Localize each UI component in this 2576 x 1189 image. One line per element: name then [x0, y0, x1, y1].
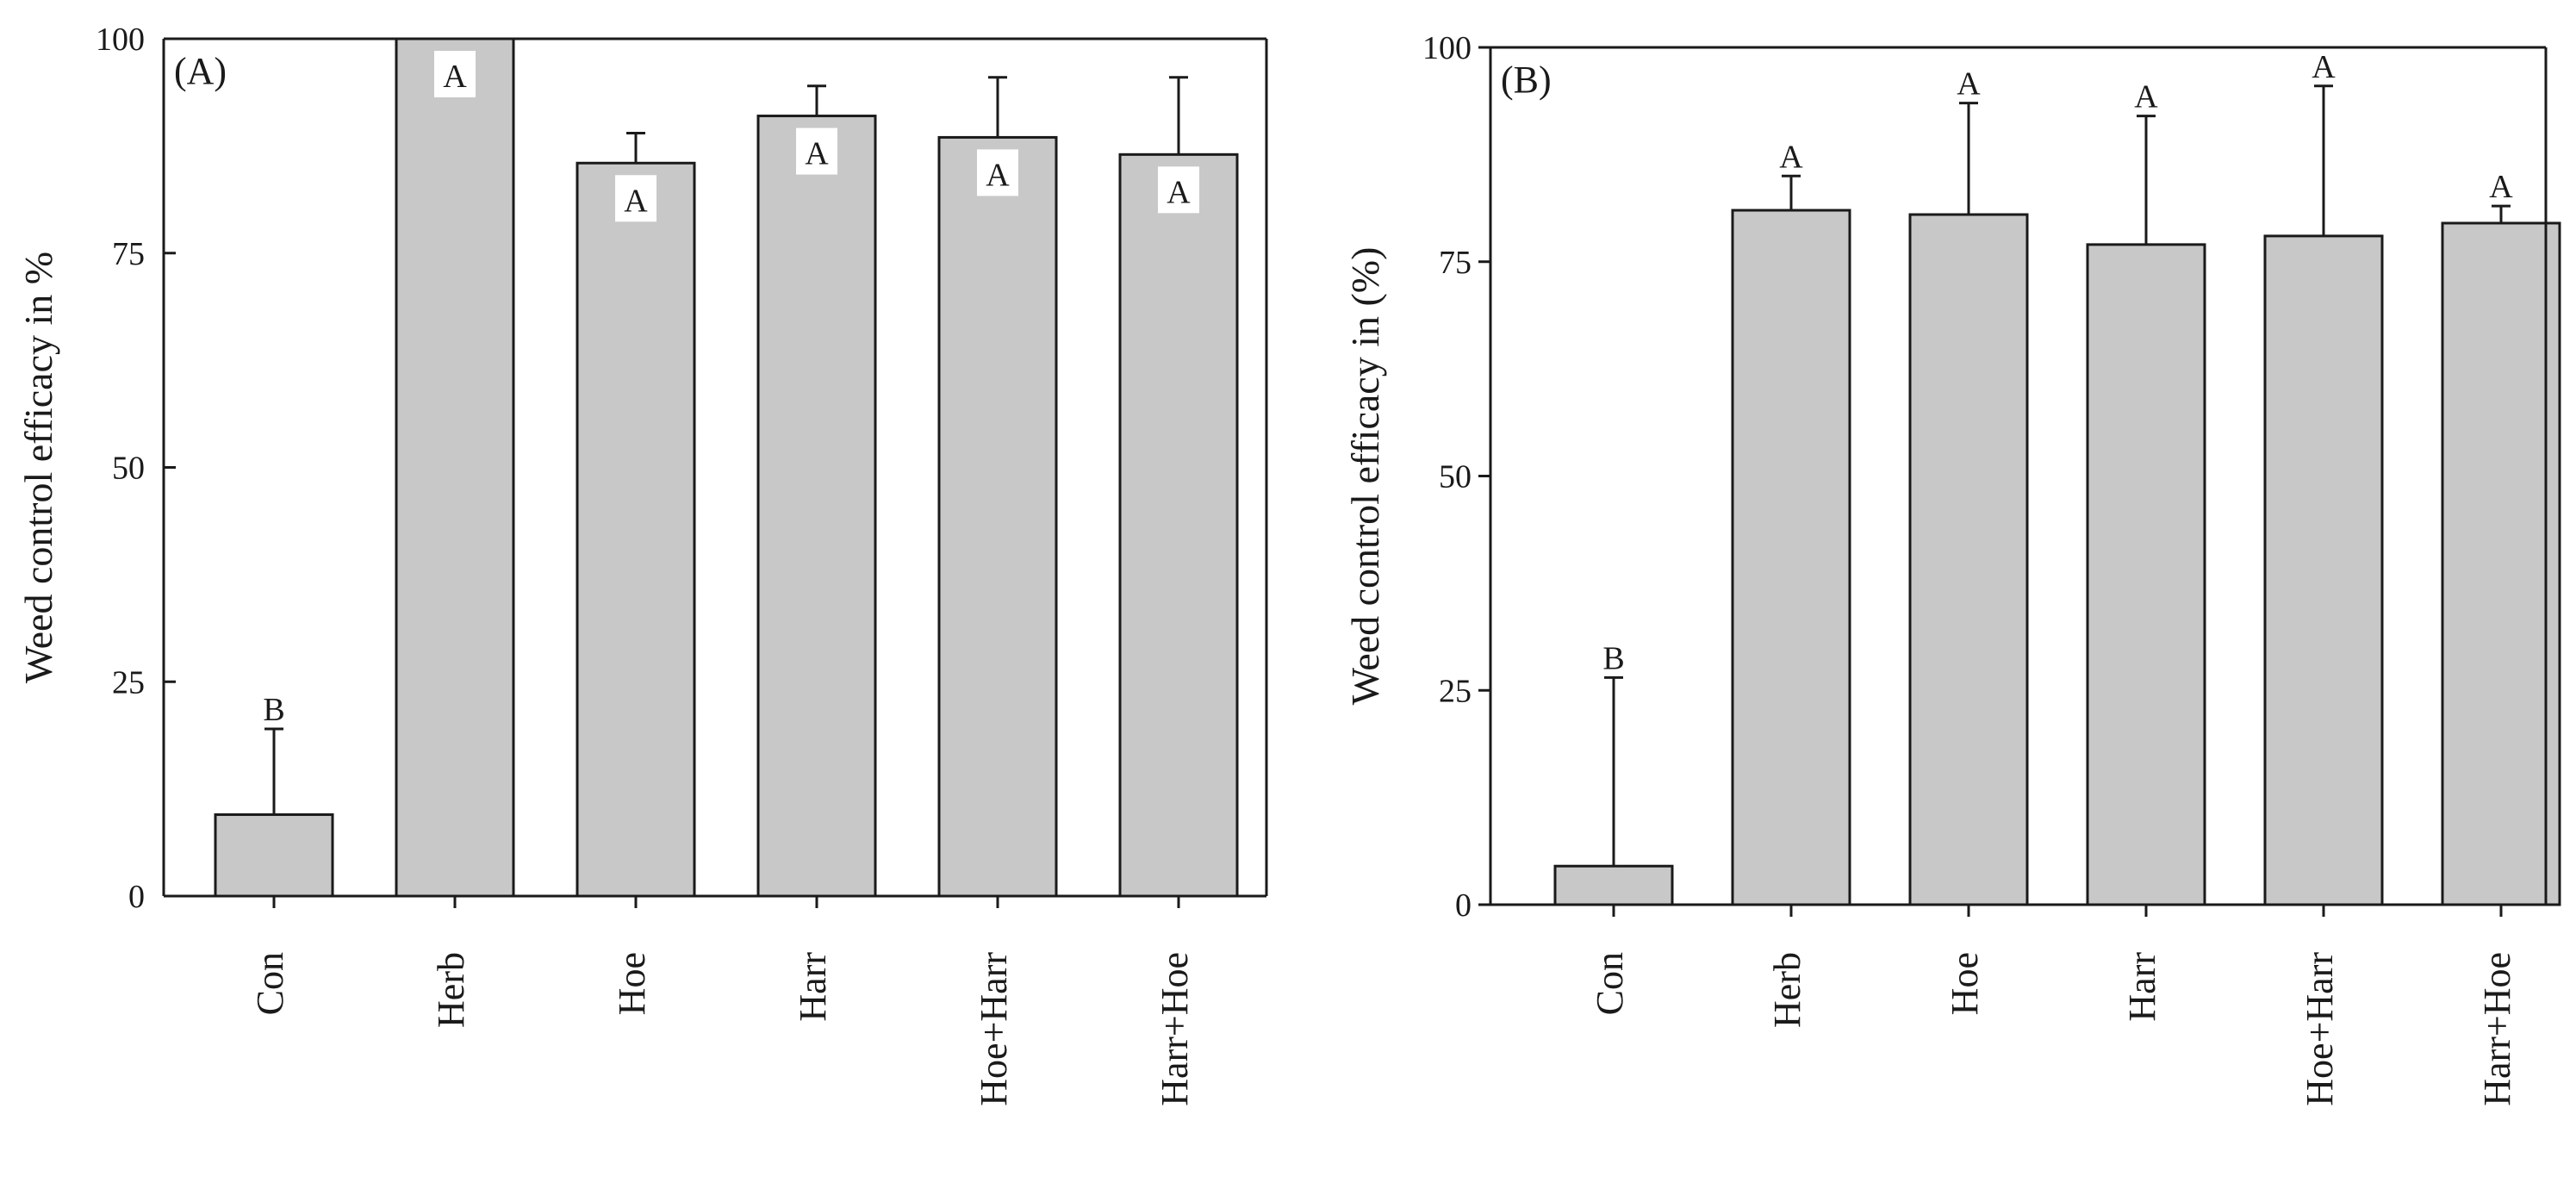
significance-label: A: [2134, 79, 2158, 115]
bar-hoe-harr: [2263, 234, 2384, 906]
y-tick-label: 25: [1439, 673, 1472, 709]
bar-harr-hoe: [1118, 153, 1239, 898]
y-tick-label: 75: [112, 236, 145, 272]
x-tick-label: Herb: [1766, 952, 1808, 1028]
bar-harr-hoe: [2441, 221, 2561, 906]
bar-hoe: [1908, 213, 2029, 906]
y-tick-label: 100: [1422, 30, 1472, 66]
significance-label-bg: [977, 149, 1018, 196]
x-tick-label: Harr: [792, 952, 834, 1022]
chart-panel-b: B Con A Herb A Hoe A Harr A Hoe+Harr A Harr+Hoe 0 25 5…: [1343, 30, 2561, 1106]
bar-con: [1553, 864, 1674, 906]
panel-label: (A): [174, 50, 227, 92]
y-tick-label: 25: [112, 664, 145, 700]
x-tick-label: Hoe: [1944, 952, 1986, 1015]
significance-label: A: [443, 59, 467, 95]
y-tick-label: 0: [128, 879, 145, 915]
x-tick-label: Herb: [430, 952, 472, 1028]
x-tick-label: Con: [1589, 952, 1631, 1015]
panel-label: (B): [1501, 59, 1552, 101]
bar-con: [214, 812, 334, 898]
significance-label: A: [1779, 139, 1803, 175]
x-tick-label: Hoe: [611, 952, 653, 1015]
y-axis-title: Weed control efficacy in %: [16, 252, 60, 683]
bar-hoe-harr: [937, 135, 1058, 898]
significance-label: B: [1602, 640, 1624, 676]
chart-panel-a: B Con A Herb A Hoe A Harr A Hoe+Harr A Harr+Hoe 0 25 5…: [16, 22, 1268, 1106]
y-tick-label: 0: [1455, 887, 1472, 924]
x-tick-label: Harr+Hoe: [1154, 952, 1196, 1106]
significance-label-bg: [796, 128, 837, 175]
bar-harr: [756, 115, 877, 898]
x-tick-label: Harr+Hoe: [2476, 952, 2518, 1106]
y-axis-title: Weed control efficacy in (%): [1343, 247, 1387, 706]
significance-label-bg: [434, 51, 476, 97]
y-tick-label: 50: [112, 451, 145, 487]
significance-label: A: [1167, 174, 1191, 210]
x-tick-label: Harr: [2121, 952, 2163, 1022]
significance-label: A: [1957, 66, 1981, 103]
bar-hoe: [576, 161, 696, 898]
bar-herb: [395, 37, 515, 898]
y-tick-label: 75: [1439, 245, 1472, 281]
significance-label-bg: [615, 175, 656, 222]
significance-label: B: [263, 692, 284, 728]
significance-label: A: [805, 136, 829, 172]
bar-herb: [1731, 209, 1851, 906]
significance-label: A: [2312, 49, 2336, 85]
significance-label: A: [2489, 169, 2513, 205]
y-tick-label: 100: [96, 22, 145, 58]
x-tick-label: Hoe+Harr: [2299, 952, 2341, 1106]
x-tick-label: Hoe+Harr: [973, 952, 1015, 1106]
x-tick-label: Con: [249, 952, 291, 1015]
significance-label-bg: [1158, 166, 1199, 214]
significance-label: A: [986, 157, 1010, 193]
significance-label: A: [624, 183, 648, 219]
bar-harr: [2086, 243, 2206, 906]
y-tick-label: 50: [1439, 459, 1472, 495]
